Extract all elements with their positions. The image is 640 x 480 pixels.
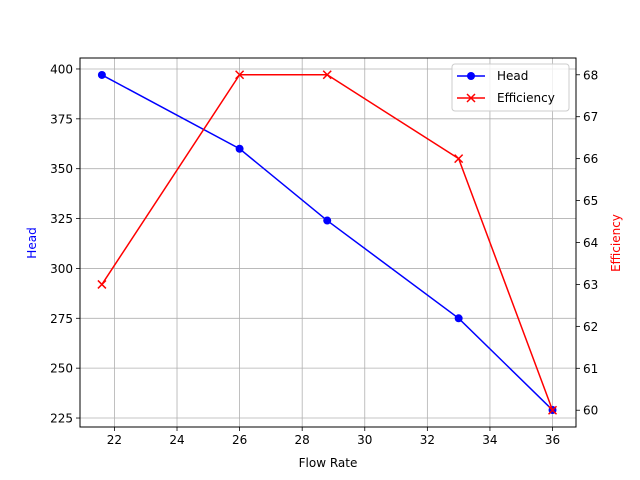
y2-axis-label: Efficiency xyxy=(609,214,623,272)
series-efficiency xyxy=(97,70,558,415)
x-tick-label: 36 xyxy=(545,433,560,447)
series-head xyxy=(97,70,557,415)
data-point xyxy=(97,70,106,79)
y2-tick-label: 62 xyxy=(583,320,598,334)
y2-tick-label: 60 xyxy=(583,404,598,418)
legend-label-efficiency: Efficiency xyxy=(497,91,555,105)
y-tick-label: 275 xyxy=(50,312,73,326)
y-axis-label: Head xyxy=(25,227,39,258)
legend-item-efficiency: Efficiency xyxy=(457,91,555,105)
y2-tick-label: 68 xyxy=(583,68,598,82)
x-tick-label: 26 xyxy=(232,433,247,447)
y2-tick-label: 64 xyxy=(583,236,598,250)
y2-tick-label: 65 xyxy=(583,194,598,208)
legend-label-head: Head xyxy=(497,69,528,83)
y2-tick-label: 61 xyxy=(583,362,598,376)
legend: Head Efficiency xyxy=(451,63,570,112)
y-axis-left: 225 250 275 300 325 350 375 400 xyxy=(50,62,80,426)
y-tick-label: 300 xyxy=(50,262,73,276)
x-tick-label: 32 xyxy=(420,433,435,447)
x-tick-label: 34 xyxy=(482,433,497,447)
x-axis: 22 24 26 28 30 32 34 36 xyxy=(107,427,560,447)
series-layer xyxy=(97,70,558,415)
x-tick-label: 24 xyxy=(169,433,184,447)
x-marker-icon xyxy=(466,93,476,103)
plot-frame xyxy=(79,57,577,428)
x-tick-label: 22 xyxy=(107,433,122,447)
x-axis-label: Flow Rate xyxy=(299,456,358,470)
y-tick-label: 400 xyxy=(50,62,73,76)
y-axis-right: 60 61 62 63 64 65 66 67 68 xyxy=(576,68,598,418)
data-point xyxy=(323,216,332,225)
data-point xyxy=(235,144,244,153)
y2-tick-label: 67 xyxy=(583,110,598,124)
data-point xyxy=(454,314,463,323)
y-tick-label: 350 xyxy=(50,162,73,176)
y2-tick-label: 66 xyxy=(583,152,598,166)
y-tick-label: 375 xyxy=(50,112,73,126)
y-tick-label: 225 xyxy=(50,412,73,426)
grid-lines xyxy=(80,58,576,427)
x-tick-label: 28 xyxy=(295,433,310,447)
y-tick-label: 325 xyxy=(50,212,73,226)
y2-tick-label: 63 xyxy=(583,278,598,292)
legend-item-head: Head xyxy=(457,69,528,83)
y-tick-label: 250 xyxy=(50,362,73,376)
circle-marker-icon xyxy=(467,72,475,80)
x-tick-label: 30 xyxy=(357,433,372,447)
